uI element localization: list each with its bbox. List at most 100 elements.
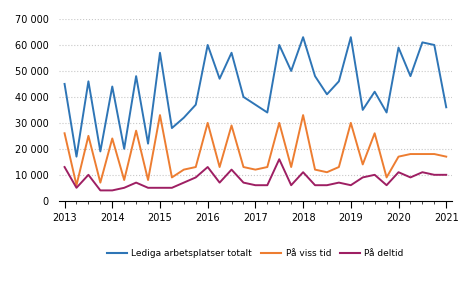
På viss tid <box>443 155 449 158</box>
På viss tid <box>348 121 354 125</box>
Lediga arbetsplatser totalt <box>241 95 246 99</box>
På deltid <box>121 186 127 190</box>
Line: På deltid: På deltid <box>64 159 446 190</box>
Lediga arbetsplatser totalt <box>169 126 175 130</box>
På viss tid <box>264 165 270 169</box>
På deltid <box>228 168 234 171</box>
På deltid <box>181 181 187 185</box>
Lediga arbetsplatser totalt <box>288 69 294 73</box>
På deltid <box>288 183 294 187</box>
På viss tid <box>384 176 390 179</box>
Lediga arbetsplatser totalt <box>264 111 270 114</box>
På deltid <box>336 181 342 185</box>
På deltid <box>157 186 163 190</box>
På deltid <box>86 173 91 177</box>
Lediga arbetsplatser totalt <box>228 51 234 55</box>
Lediga arbetsplatser totalt <box>300 35 306 39</box>
På deltid <box>62 165 67 169</box>
Lediga arbetsplatser totalt <box>419 41 425 44</box>
Lediga arbetsplatser totalt <box>217 77 222 81</box>
På viss tid <box>228 124 234 127</box>
Lediga arbetsplatser totalt <box>193 103 199 107</box>
På viss tid <box>121 178 127 182</box>
På deltid <box>217 181 222 185</box>
På viss tid <box>276 121 282 125</box>
På viss tid <box>181 168 187 171</box>
Lediga arbetsplatser totalt <box>396 46 401 49</box>
Line: Lediga arbetsplatser totalt: Lediga arbetsplatser totalt <box>64 37 446 157</box>
Lediga arbetsplatser totalt <box>372 90 377 94</box>
På deltid <box>372 173 377 177</box>
På deltid <box>98 188 103 192</box>
På viss tid <box>408 152 413 156</box>
På viss tid <box>169 176 175 179</box>
På viss tid <box>396 155 401 158</box>
På deltid <box>431 173 437 177</box>
Lediga arbetsplatser totalt <box>98 150 103 153</box>
På viss tid <box>193 165 199 169</box>
Lediga arbetsplatser totalt <box>62 82 67 86</box>
På viss tid <box>157 113 163 117</box>
På deltid <box>324 183 330 187</box>
På deltid <box>133 181 139 185</box>
Lediga arbetsplatser totalt <box>157 51 163 55</box>
På viss tid <box>253 168 258 171</box>
På viss tid <box>73 183 79 187</box>
På deltid <box>408 176 413 179</box>
På deltid <box>169 186 175 190</box>
Lediga arbetsplatser totalt <box>348 35 354 39</box>
Lediga arbetsplatser totalt <box>408 74 413 78</box>
Lediga arbetsplatser totalt <box>336 79 342 83</box>
På deltid <box>419 170 425 174</box>
På viss tid <box>288 165 294 169</box>
På deltid <box>312 183 318 187</box>
På deltid <box>193 176 199 179</box>
På deltid <box>300 170 306 174</box>
På viss tid <box>86 134 91 138</box>
På deltid <box>443 173 449 177</box>
Lediga arbetsplatser totalt <box>384 111 390 114</box>
På viss tid <box>336 165 342 169</box>
På viss tid <box>372 132 377 135</box>
Lediga arbetsplatser totalt <box>109 85 115 88</box>
Lediga arbetsplatser totalt <box>253 103 258 107</box>
På deltid <box>264 183 270 187</box>
Lediga arbetsplatser totalt <box>205 43 210 47</box>
Line: På viss tid: På viss tid <box>64 115 446 185</box>
Lediga arbetsplatser totalt <box>181 116 187 119</box>
Lediga arbetsplatser totalt <box>73 155 79 158</box>
På deltid <box>253 183 258 187</box>
På viss tid <box>133 129 139 132</box>
På viss tid <box>62 132 67 135</box>
Lediga arbetsplatser totalt <box>86 79 91 83</box>
På deltid <box>384 183 390 187</box>
På viss tid <box>324 170 330 174</box>
På viss tid <box>360 163 365 166</box>
På deltid <box>396 170 401 174</box>
Legend: Lediga arbetsplatser totalt, På viss tid, På deltid: Lediga arbetsplatser totalt, På viss tid… <box>103 245 408 261</box>
På deltid <box>109 188 115 192</box>
På deltid <box>360 176 365 179</box>
Lediga arbetsplatser totalt <box>276 43 282 47</box>
På viss tid <box>300 113 306 117</box>
Lediga arbetsplatser totalt <box>145 142 151 145</box>
Lediga arbetsplatser totalt <box>360 108 365 112</box>
På viss tid <box>217 165 222 169</box>
På viss tid <box>109 137 115 140</box>
Lediga arbetsplatser totalt <box>443 105 449 109</box>
Lediga arbetsplatser totalt <box>431 43 437 47</box>
På deltid <box>348 183 354 187</box>
På deltid <box>145 186 151 190</box>
Lediga arbetsplatser totalt <box>312 74 318 78</box>
På viss tid <box>205 121 210 125</box>
Lediga arbetsplatser totalt <box>324 92 330 96</box>
På viss tid <box>241 165 246 169</box>
På deltid <box>241 181 246 185</box>
På deltid <box>205 165 210 169</box>
På deltid <box>73 186 79 190</box>
På viss tid <box>312 168 318 171</box>
På viss tid <box>431 152 437 156</box>
På viss tid <box>98 181 103 185</box>
Lediga arbetsplatser totalt <box>133 74 139 78</box>
På viss tid <box>145 178 151 182</box>
